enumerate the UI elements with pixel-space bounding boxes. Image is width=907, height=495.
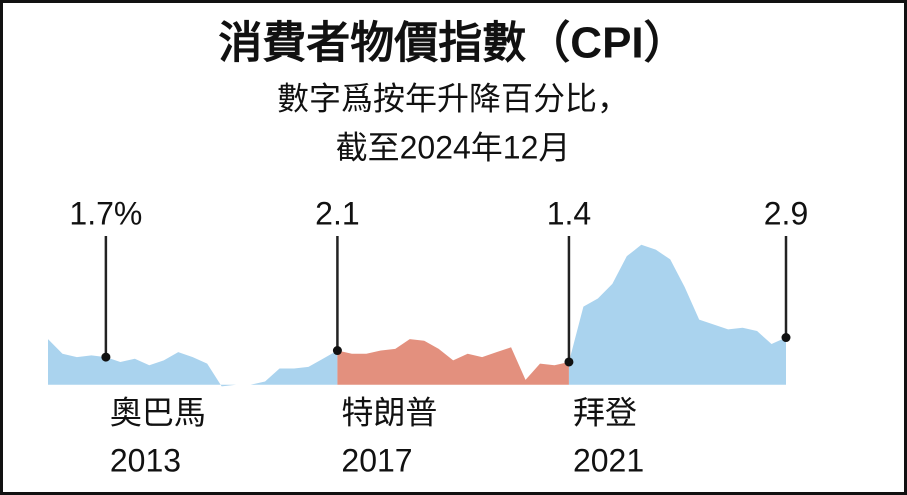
series-name: 特朗普 (341, 394, 437, 430)
value-label: 2.1 (315, 195, 359, 231)
area (568, 244, 786, 385)
area (337, 339, 569, 385)
point (332, 346, 342, 356)
x-tick-label: 2017 (341, 442, 412, 478)
x-tick-label: 2021 (573, 442, 644, 478)
value-label: 1.4 (547, 195, 591, 231)
chart-title: 消費者物價指數（CPI） (218, 19, 687, 68)
series-name: 拜登 (573, 394, 637, 430)
x-tick-label: 2013 (110, 442, 181, 478)
value-label: 1.7% (69, 195, 142, 231)
point (781, 333, 791, 343)
series-name: 奧巴馬 (110, 394, 206, 430)
area (48, 339, 338, 387)
value-label: 2.9 (764, 195, 808, 231)
subtitle: 截至2024年12月 (336, 129, 571, 165)
point (101, 352, 111, 362)
point (564, 357, 574, 367)
subtitle: 數字爲按年升降百分比， (277, 80, 629, 116)
